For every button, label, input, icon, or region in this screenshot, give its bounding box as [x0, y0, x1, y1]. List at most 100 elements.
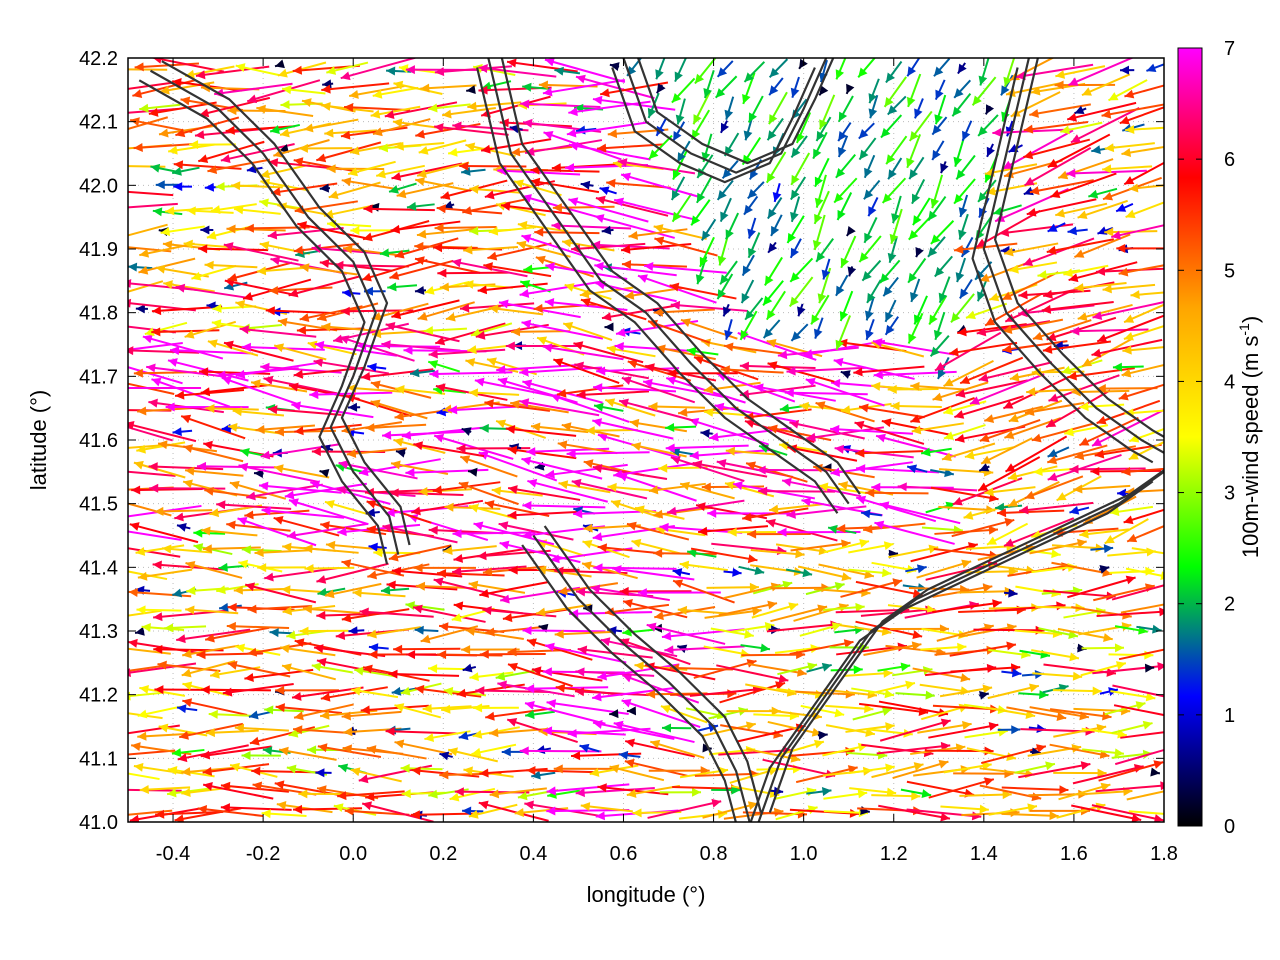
wind-vector	[653, 225, 707, 240]
wind-vector-head	[839, 311, 849, 322]
wind-vector-head	[274, 780, 285, 790]
wind-vector-head	[255, 424, 265, 434]
wind-vector-head	[1095, 266, 1106, 276]
wind-vector-head	[500, 201, 511, 211]
wind-vector-head	[930, 198, 940, 209]
wind-vector-head	[952, 106, 962, 117]
wind-vector-head	[100, 348, 109, 357]
wind-vector-head	[347, 402, 358, 412]
wind-vector	[1094, 443, 1162, 457]
wind-vector	[859, 702, 929, 714]
x-tick-label: 1.6	[1060, 843, 1088, 865]
wind-vector	[1002, 376, 1070, 410]
wind-vector-head	[358, 467, 369, 477]
terrain-contour	[500, 58, 861, 495]
wind-vector-head	[500, 594, 510, 604]
wind-vector-head	[414, 285, 425, 295]
wind-vector	[670, 303, 748, 312]
wind-vector-head	[252, 781, 263, 791]
wind-vector	[275, 705, 343, 714]
wind-vector	[1041, 300, 1114, 312]
wind-vector-head	[173, 160, 184, 170]
wind-vector-head	[873, 370, 883, 380]
wind-vector	[128, 422, 197, 443]
wind-vector-head	[672, 568, 683, 577]
wind-vector	[863, 522, 926, 531]
wind-vector	[480, 95, 551, 117]
wind-vector-head	[935, 89, 944, 100]
wind-vector	[321, 82, 390, 92]
wind-vector-head	[467, 101, 477, 111]
wind-vector-head	[786, 509, 796, 519]
wind-vector-head	[344, 102, 354, 112]
wind-vector-head	[321, 101, 331, 111]
wind-vector-head	[1116, 243, 1126, 253]
wind-vector	[618, 399, 694, 422]
wind-vector-head	[1124, 176, 1135, 185]
wind-vector-head	[254, 548, 264, 558]
wind-vector-head	[670, 300, 681, 310]
wind-vector-head	[434, 123, 444, 133]
wind-vector-head	[1067, 226, 1077, 236]
wind-vector-head	[271, 307, 281, 317]
wind-vector-head	[439, 770, 449, 780]
wind-vector	[917, 722, 972, 734]
wind-vector-head	[133, 460, 144, 470]
wind-vector	[316, 141, 382, 162]
wind-vector-head	[499, 540, 510, 550]
wind-vector-head	[930, 346, 940, 357]
wind-vector-head	[363, 286, 374, 296]
wind-vector-head	[889, 233, 899, 244]
wind-vector-head	[268, 158, 279, 168]
wind-vector-head	[1102, 284, 1112, 294]
wind-vector-head	[1006, 641, 1016, 651]
wind-vector-head	[747, 801, 758, 811]
wind-vector-head	[1049, 811, 1059, 821]
wind-vector-head	[1046, 245, 1057, 255]
wind-vector	[932, 381, 989, 401]
wind-vector-head	[821, 787, 832, 796]
terrain-contour	[768, 468, 1164, 813]
wind-vector-head	[594, 261, 604, 271]
wind-vector-head	[720, 122, 730, 133]
wind-vector-head	[207, 165, 218, 175]
wind-vector-head	[669, 282, 680, 292]
wind-vector-head	[165, 402, 175, 412]
wind-vector-head	[542, 87, 553, 97]
wind-vector-head	[157, 660, 167, 670]
wind-vector-head	[593, 563, 603, 573]
wind-vector-head	[1081, 87, 1092, 96]
wind-vector-head	[956, 169, 966, 180]
wind-vector-head	[181, 788, 191, 797]
wind-vector	[181, 660, 236, 677]
wind-vector	[621, 376, 696, 404]
colorbar-tick-label: 0	[1224, 816, 1235, 838]
wind-vector-head	[155, 809, 165, 819]
wind-vector-head	[275, 59, 285, 69]
wind-vector	[324, 582, 382, 597]
wind-vector-head	[717, 289, 726, 300]
wind-vector-head	[299, 313, 310, 322]
wind-vector-head	[802, 568, 813, 578]
wind-vector-head	[522, 501, 532, 511]
wind-vector-head	[954, 410, 965, 419]
terrain-contour	[543, 525, 762, 813]
wind-vector-head	[338, 763, 349, 773]
wind-vector	[169, 349, 253, 355]
wind-vector	[128, 81, 174, 90]
wind-vector-head	[744, 419, 755, 428]
wind-vector-head	[953, 156, 963, 167]
wind-vector	[413, 443, 485, 458]
wind-vector-head	[717, 255, 727, 266]
wind-vector-head	[229, 480, 240, 490]
wind-vector-head	[790, 272, 800, 282]
wind-vector-head	[227, 273, 238, 282]
terrain-contour	[749, 480, 1154, 822]
wind-vector-head	[752, 606, 762, 616]
wind-vector-head	[733, 481, 743, 490]
wind-vector	[521, 321, 604, 340]
wind-vector-head	[523, 118, 533, 128]
wind-vector-head	[522, 194, 532, 203]
wind-vector	[557, 442, 618, 455]
wind-vector-head	[452, 566, 462, 576]
